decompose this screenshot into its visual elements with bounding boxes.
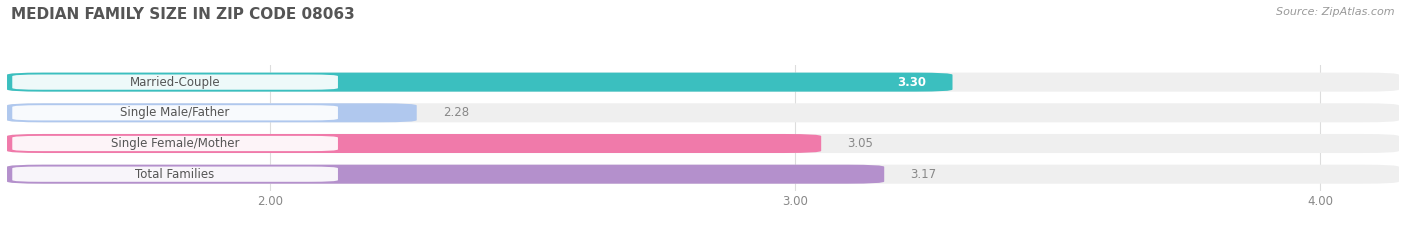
Text: Total Families: Total Families xyxy=(135,168,215,181)
Text: Single Female/Mother: Single Female/Mother xyxy=(111,137,239,150)
FancyBboxPatch shape xyxy=(7,165,1399,184)
Text: 3.17: 3.17 xyxy=(911,168,936,181)
Text: MEDIAN FAMILY SIZE IN ZIP CODE 08063: MEDIAN FAMILY SIZE IN ZIP CODE 08063 xyxy=(11,7,354,22)
FancyBboxPatch shape xyxy=(7,134,821,153)
FancyBboxPatch shape xyxy=(7,103,1399,122)
FancyBboxPatch shape xyxy=(13,75,337,90)
FancyBboxPatch shape xyxy=(13,167,337,182)
Text: 3.05: 3.05 xyxy=(848,137,873,150)
Text: 3.30: 3.30 xyxy=(897,76,927,89)
Text: Single Male/Father: Single Male/Father xyxy=(121,106,229,119)
FancyBboxPatch shape xyxy=(7,73,1399,92)
Text: Source: ZipAtlas.com: Source: ZipAtlas.com xyxy=(1277,7,1395,17)
FancyBboxPatch shape xyxy=(13,105,337,120)
FancyBboxPatch shape xyxy=(7,134,1399,153)
Text: 2.28: 2.28 xyxy=(443,106,470,119)
FancyBboxPatch shape xyxy=(13,136,337,151)
FancyBboxPatch shape xyxy=(7,103,416,122)
FancyBboxPatch shape xyxy=(7,165,884,184)
Text: Married-Couple: Married-Couple xyxy=(129,76,221,89)
FancyBboxPatch shape xyxy=(7,73,952,92)
